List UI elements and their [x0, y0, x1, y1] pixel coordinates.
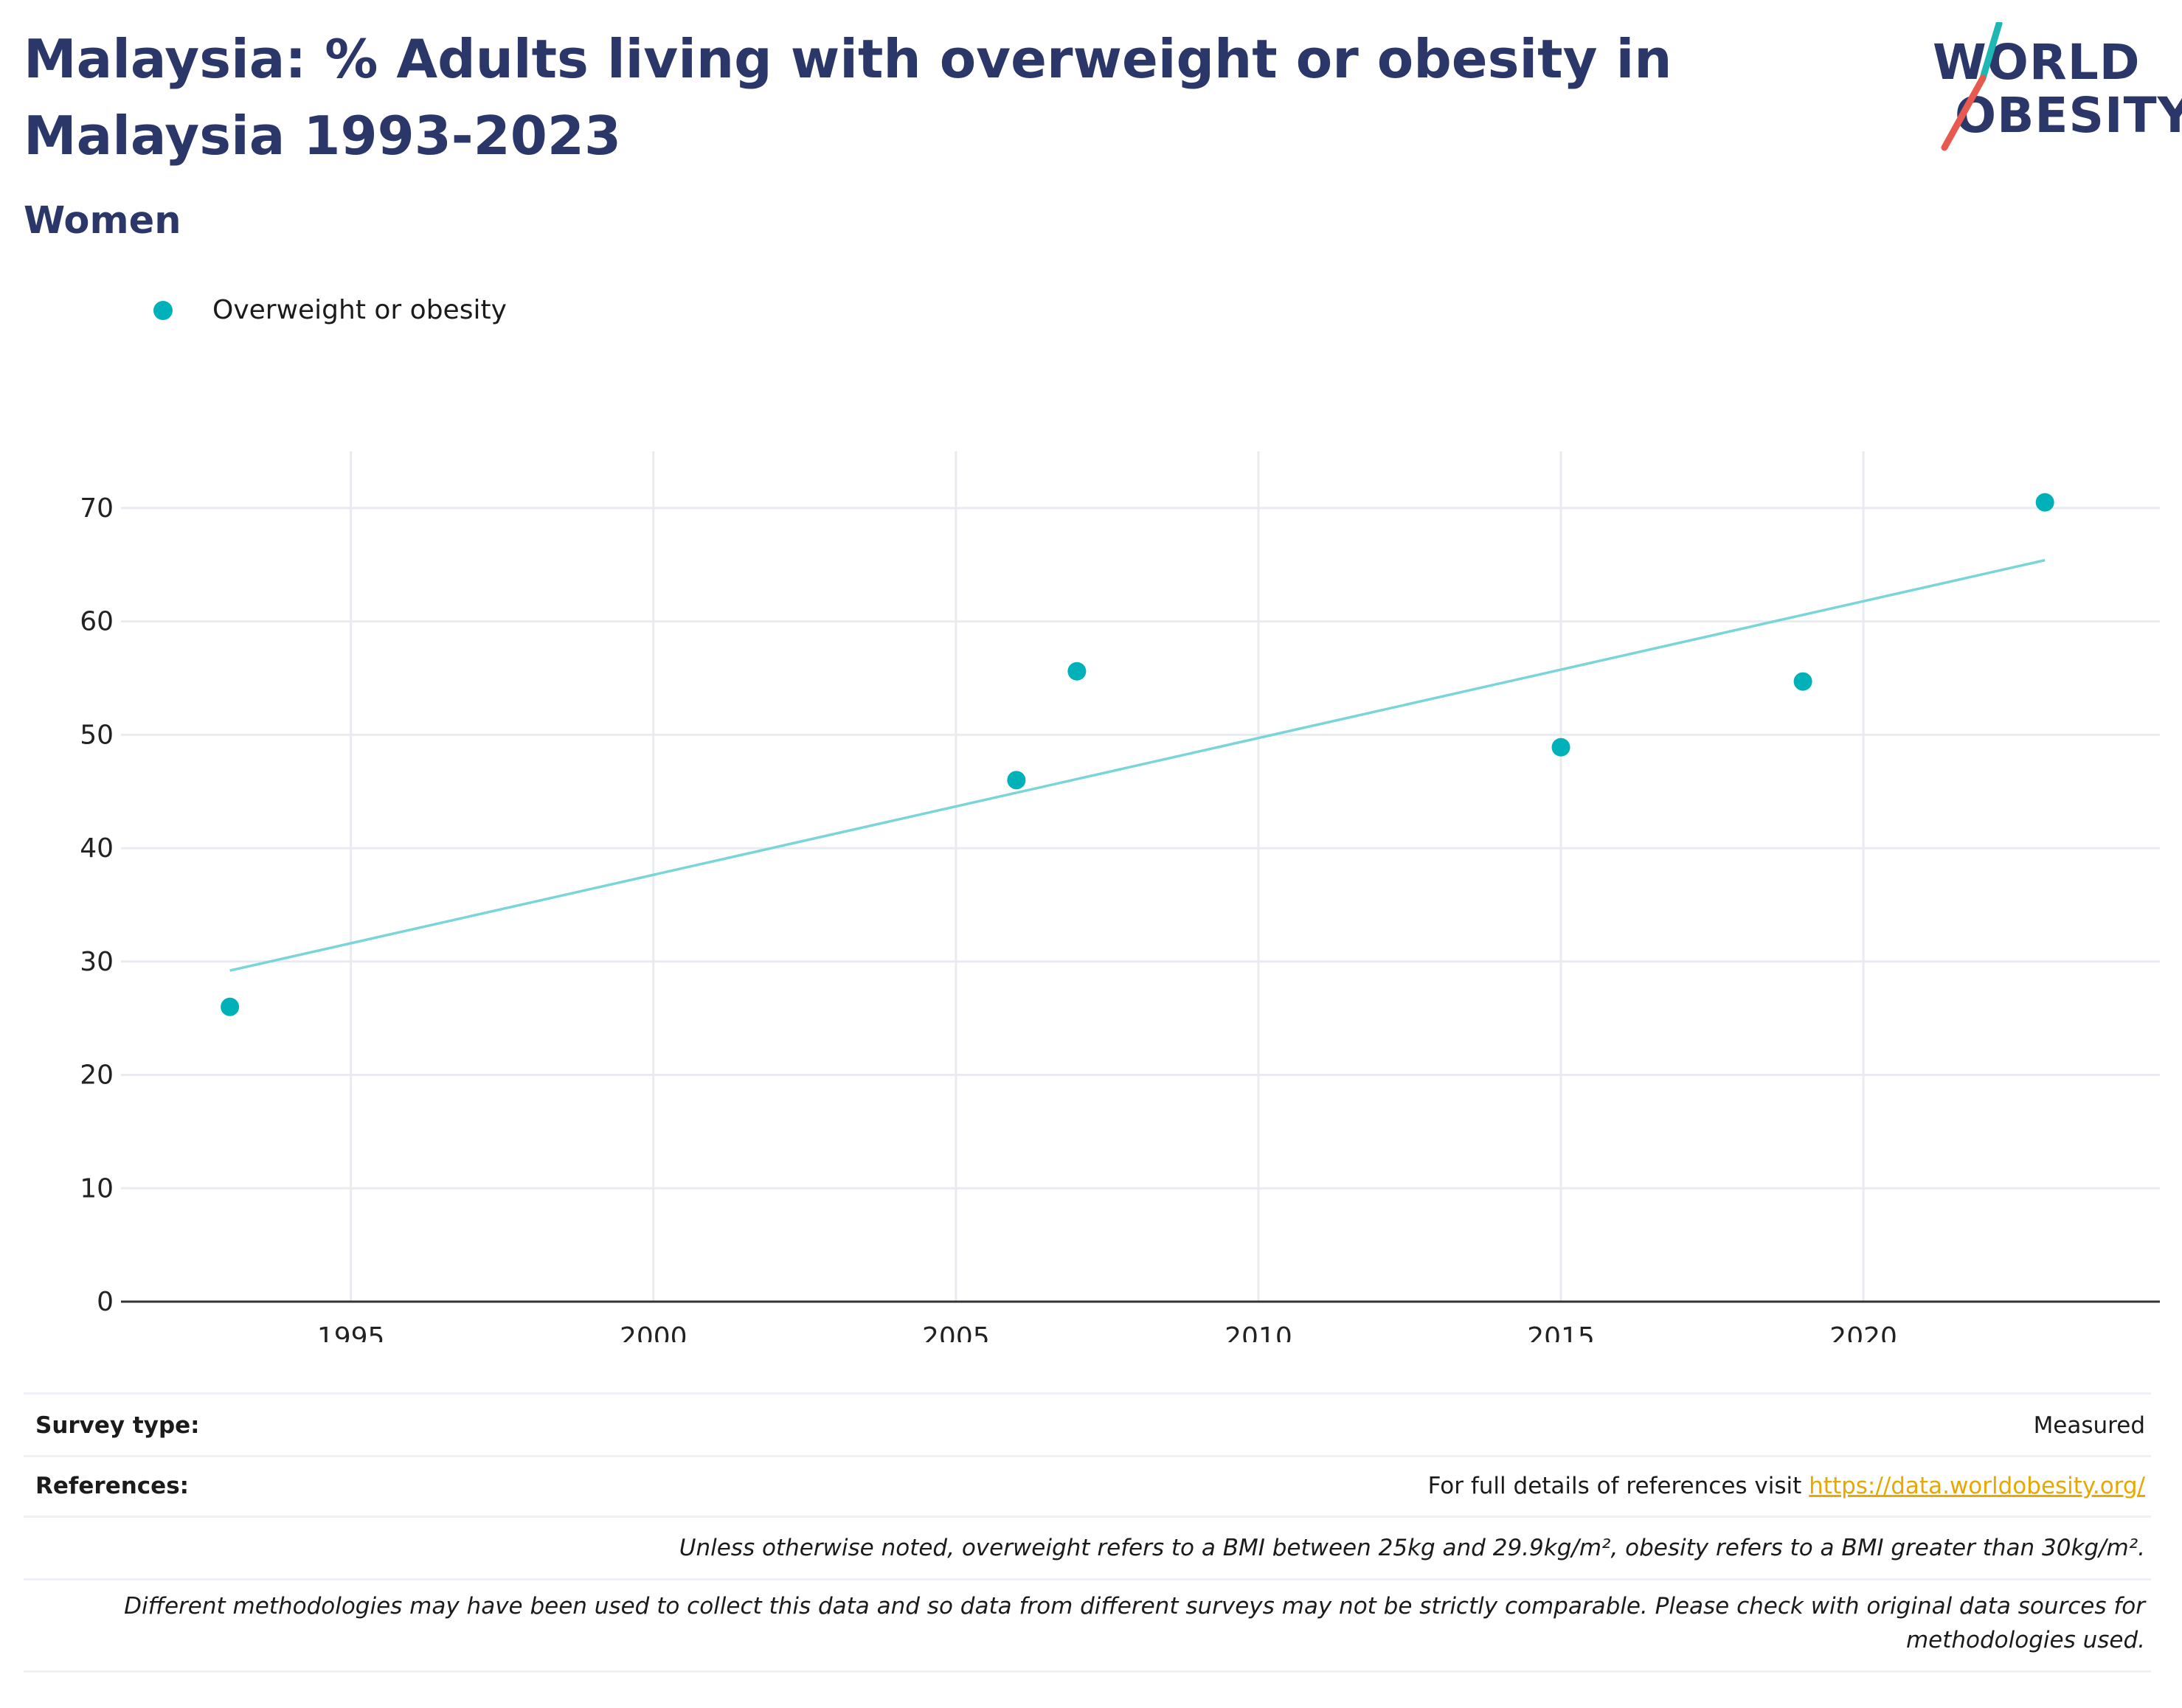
data-point — [2035, 493, 2054, 512]
references-value: For full details of references visit htt… — [1428, 1473, 2145, 1499]
bmi-note: Unless otherwise noted, overweight refer… — [679, 1535, 2145, 1561]
axis-layer: 1995 2000 2005 2010 2015 2020 0 10 20 30 40 50 60 70 — [80, 493, 2160, 1342]
x-tick-label: 2000 — [620, 1322, 687, 1342]
trend-line — [229, 558, 2046, 972]
references-link[interactable]: https://data.worldobesity.org/ — [1809, 1473, 2145, 1499]
y-tick-label: 30 — [80, 947, 114, 977]
y-tick-label: 0 — [97, 1287, 114, 1317]
methodology-note-line-1: Different methodologies may have been us… — [124, 1593, 2145, 1620]
data-point — [221, 997, 240, 1016]
methodology-note: Different methodologies may have been us… — [124, 1589, 2145, 1657]
logo-line-1: WORLD — [1933, 34, 2141, 91]
methodology-note-row: Different methodologies may have been us… — [24, 1580, 2151, 1673]
references-row: References: For full details of referenc… — [24, 1455, 2151, 1518]
y-tick-label: 50 — [80, 720, 114, 750]
y-tick-label: 20 — [80, 1060, 114, 1091]
data-point — [1007, 771, 1026, 790]
methodology-note-line-2: methodologies used. — [1905, 1627, 2145, 1653]
grid-layer — [121, 451, 2160, 1302]
page-subtitle: Women — [24, 199, 181, 243]
x-tick-label: 2020 — [1829, 1322, 1897, 1342]
y-tick-label: 60 — [80, 607, 114, 637]
scatter-chart: 1995 2000 2005 2010 2015 2020 0 10 20 30 40 50 60 70 — [80, 451, 2160, 1342]
y-tick-label: 10 — [80, 1173, 114, 1204]
data-point — [1067, 662, 1087, 681]
references-text: For full details of references visit — [1427, 1473, 1809, 1499]
point-layer — [221, 493, 2054, 1016]
page-title: Malaysia: % Adults living with overweigh… — [24, 28, 1672, 167]
x-tick-label: 1995 — [317, 1322, 385, 1342]
x-tick-label: 2010 — [1225, 1322, 1292, 1342]
y-tick-label: 40 — [80, 833, 114, 864]
legend-label: Overweight or obesity — [212, 295, 507, 325]
x-tick-label: 2005 — [922, 1322, 990, 1342]
logo-slash-icon — [1941, 22, 2003, 151]
survey-type-row: Survey type: Measured — [24, 1392, 2151, 1457]
survey-type-value: Measured — [2033, 1412, 2145, 1439]
bmi-note-row: Unless otherwise noted, overweight refer… — [24, 1518, 2151, 1580]
world-obesity-logo: WORLD OBESITY — [1918, 22, 2182, 155]
trend-layer — [229, 558, 2046, 972]
logo-line-2: OBESITY — [1955, 87, 2182, 144]
survey-type-label: Survey type: — [35, 1412, 200, 1439]
y-tick-label: 70 — [80, 493, 114, 524]
references-label: References: — [35, 1473, 190, 1499]
x-tick-label: 2015 — [1527, 1322, 1595, 1342]
data-point — [1551, 737, 1570, 757]
legend-marker-icon — [153, 300, 173, 320]
data-point — [1793, 672, 1812, 691]
chart-legend: Overweight or obesity — [153, 295, 507, 325]
